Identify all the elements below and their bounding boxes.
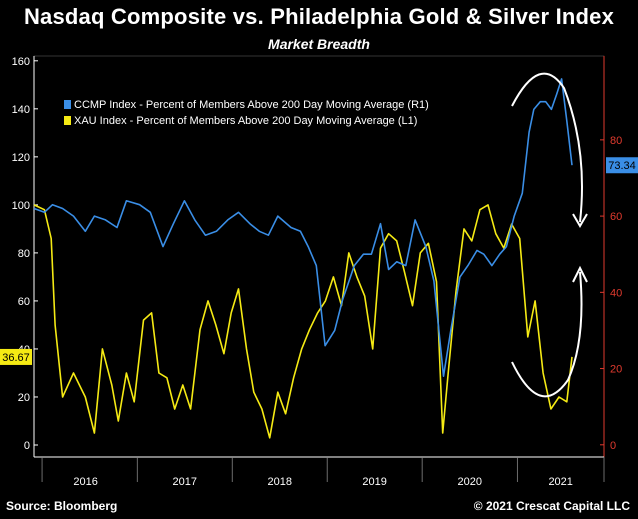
right-tick-label: 40: [610, 287, 622, 299]
axes: 0204060801001201401600204060802016201720…: [12, 55, 622, 488]
chart-subtitle: Market Breadth: [268, 36, 370, 52]
chart-title: Nasdaq Composite vs. Philadelphia Gold &…: [23, 4, 615, 29]
xau-last-value: 36.67: [2, 352, 30, 364]
x-tick-label: 2020: [458, 476, 482, 488]
xau-last-value-box: [0, 348, 32, 365]
copyright-note: © 2021 Crescat Capital LLC: [473, 499, 630, 513]
source-note: Source: Bloomberg: [6, 499, 118, 513]
curved-arrow-down: [511, 72, 583, 223]
left-tick-label: 100: [12, 200, 30, 212]
annotations: [511, 72, 588, 398]
left-tick-label: 60: [18, 296, 30, 308]
right-tick-label: 80: [610, 135, 622, 147]
right-tick-label: 0: [610, 440, 616, 452]
left-tick-label: 0: [24, 440, 30, 452]
right-tick-label: 60: [610, 211, 622, 223]
curved-arrow-up: [511, 271, 583, 398]
left-tick-label: 140: [12, 104, 30, 116]
left-tick-label: 80: [18, 248, 30, 260]
x-tick-label: 2017: [173, 476, 197, 488]
left-tick-label: 120: [12, 152, 30, 164]
right-tick-label: 20: [610, 364, 622, 376]
x-tick-label: 2016: [73, 476, 97, 488]
last-value-labels: 36.67 73.34: [0, 157, 638, 365]
xau-series-line: [33, 204, 573, 439]
x-tick-label: 2021: [548, 476, 572, 488]
left-tick-label: 20: [18, 392, 30, 404]
x-tick-label: 2019: [362, 476, 386, 488]
series-layer: [33, 78, 573, 439]
legend: CCMP Index - Percent of Members Above 20…: [64, 99, 429, 127]
left-tick-label: 160: [12, 56, 30, 68]
arrow-head-up: [572, 265, 588, 283]
ccmp-last-value-box: [606, 157, 638, 174]
ccmp-series-line: [33, 78, 573, 378]
arrow-head-down: [572, 213, 588, 228]
legend-swatch: [64, 100, 71, 109]
legend-entry: CCMP Index - Percent of Members Above 20…: [74, 99, 429, 111]
legend-entry: XAU Index - Percent of Members Above 200…: [74, 115, 417, 127]
x-tick-label: 2018: [267, 476, 291, 488]
ccmp-last-value: 73.34: [608, 160, 636, 172]
legend-swatch: [64, 116, 71, 125]
